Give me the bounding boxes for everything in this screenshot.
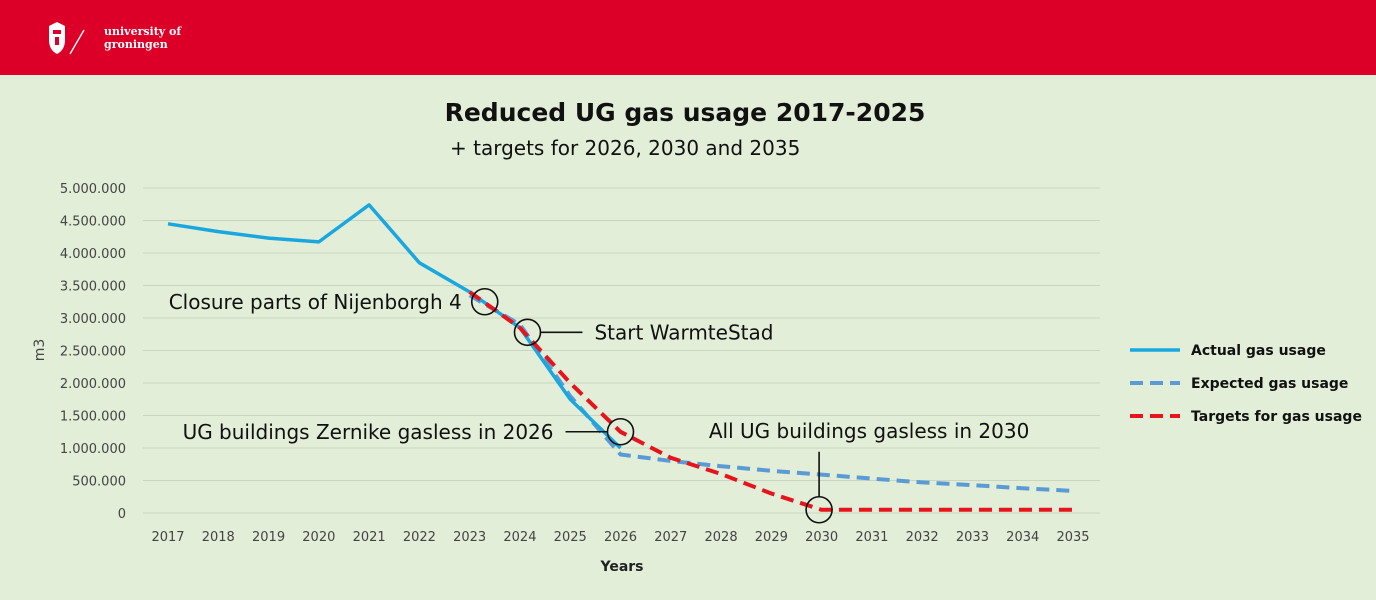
logo-line-1: university of [104,25,182,38]
y-tick-label: 3.000.000 [60,312,126,327]
x-tick-label: 2026 [604,530,637,545]
y-axis-ticks: 0 500.000 1.000.000 1.500.000 2.000.000 2.500… [60,182,126,522]
crest-icon [49,22,85,55]
logo-text: university of groningen [104,25,181,51]
series-lines [167,203,1074,512]
x-axis-ticks: 2017 2018 2019 2020 2021 2022 2023 2024 2025 2026… [151,530,1089,545]
x-tick-label: 2021 [353,530,386,545]
university-logo[interactable]: university of groningen [46,20,186,60]
chart-title: Reduced UG gas usage 2017-2025 [444,98,926,127]
y-tick-label: 500.000 [72,475,126,490]
x-tick-label: 2035 [1056,530,1089,545]
x-tick-label: 2017 [151,530,184,545]
y-tick-label: 2.500.000 [60,345,126,360]
y-tick-label: 4.500.000 [60,215,126,230]
y-tick-label: 4.000.000 [60,247,126,262]
header-bar: university of groningen [0,0,1376,75]
x-tick-label: 2025 [554,530,587,545]
series-line-actual-gas-usage [167,203,622,450]
x-tick-label: 2034 [1006,530,1039,545]
annotation-label: All UG buildings gasless in 2030 [709,419,1029,443]
annotation-label: Start WarmteStad [594,320,773,344]
x-tick-label: 2031 [855,530,888,545]
x-tick-label: 2032 [906,530,939,545]
y-tick-label: 3.500.000 [60,280,126,295]
logo-line-2: groningen [104,38,168,51]
y-tick-label: 5.000.000 [60,182,126,197]
legend-label: Actual gas usage [1191,343,1326,359]
x-tick-label: 2024 [503,530,536,545]
annotation-label: UG buildings Zernike gasless in 2026 [183,420,554,444]
x-tick-label: 2020 [302,530,335,545]
y-tick-label: 1.500.000 [60,410,126,425]
x-tick-label: 2023 [453,530,486,545]
x-tick-label: 2030 [805,530,838,545]
x-tick-label: 2022 [403,530,436,545]
x-tick-label: 2029 [755,530,788,545]
legend-label: Targets for gas usage [1191,409,1362,425]
legend-label: Expected gas usage [1191,376,1348,392]
legend: Actual gas usage Expected gas usage Target… [1130,343,1362,425]
series-line-expected-gas-usage [468,293,1074,493]
x-axis-title: Years [599,559,643,575]
y-axis-title: m3 [32,339,48,362]
x-tick-label: 2033 [956,530,989,545]
y-tick-label: 2.000.000 [60,377,126,392]
gridlines [143,187,1100,514]
x-tick-label: 2028 [705,530,738,545]
annotations: Closure parts of Nijenborgh 4 Start Warmt… [169,287,1029,524]
chart-subtitle: + targets for 2026, 2030 and 2035 [450,136,801,160]
y-tick-label: 1.000.000 [60,442,126,457]
series-line-targets-for-gas-usage [468,290,1073,512]
x-tick-label: 2019 [252,530,285,545]
x-tick-label: 2018 [202,530,235,545]
y-tick-label: 0 [118,507,126,522]
annotation-label: Closure parts of Nijenborgh 4 [169,290,462,314]
x-tick-label: 2027 [654,530,687,545]
annotation-circle [470,287,499,316]
